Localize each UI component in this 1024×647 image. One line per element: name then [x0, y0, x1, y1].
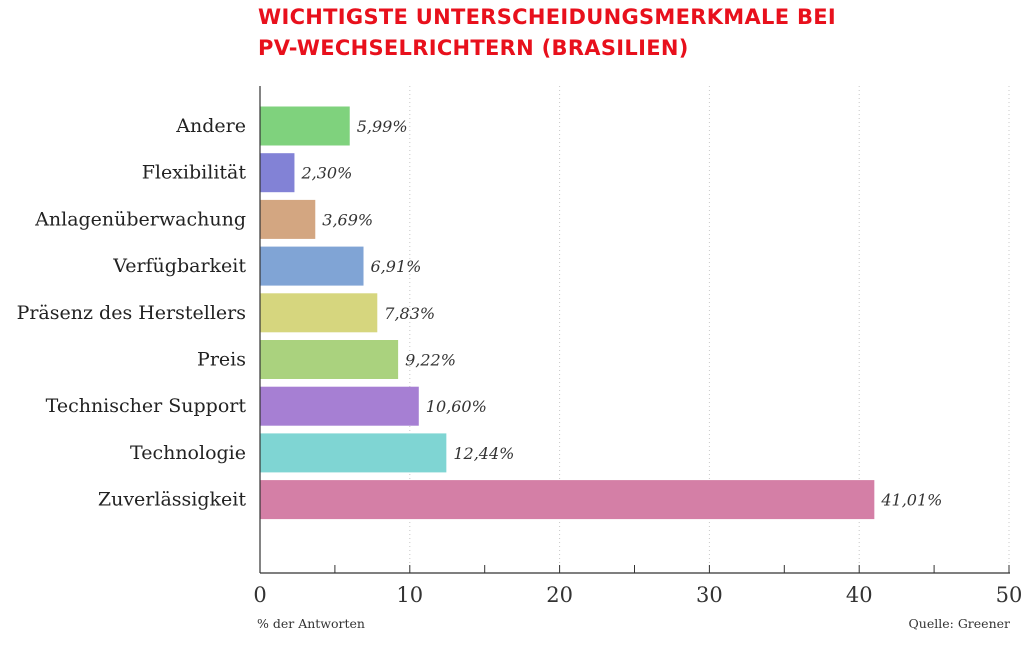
axes: 0 10 20 30 40 50: [253, 86, 1022, 607]
x-axis-label: % der Antworten: [257, 616, 365, 631]
x-tick-label: 20: [546, 583, 573, 607]
category-label: Andere: [175, 115, 246, 137]
value-label: 9,22%: [405, 351, 456, 370]
bar: [260, 386, 419, 426]
bar: [260, 480, 875, 520]
source-note: Quelle: Greener: [908, 616, 1010, 631]
category-label: Präsenz des Herstellers: [17, 302, 246, 324]
bar: [260, 106, 350, 146]
value-label: 2,30%: [300, 164, 352, 183]
value-label: 6,91%: [371, 257, 422, 276]
x-tick-label: 40: [846, 583, 873, 607]
category-label: Preis: [197, 349, 246, 371]
x-tick-label: 0: [253, 583, 266, 607]
category-label: Verfügbarkeit: [112, 255, 246, 277]
value-label: 3,69%: [322, 210, 373, 229]
bar: [260, 340, 399, 379]
chart-title: WICHTIGSTE UNTERSCHEIDUNGSMERKMALE BEI P…: [258, 2, 836, 64]
category-label: Anlagenüberwachung: [34, 208, 246, 230]
value-label: 7,83%: [384, 304, 435, 323]
bar: [260, 293, 378, 333]
x-tick-label: 10: [396, 583, 423, 607]
x-tick-label: 30: [696, 583, 723, 607]
bar: [260, 246, 364, 286]
chart-title-line-1: WICHTIGSTE UNTERSCHEIDUNGSMERKMALE BEI: [258, 5, 837, 29]
value-label: 10,60%: [426, 397, 487, 416]
category-label: Technischer Support: [46, 395, 247, 417]
bar: [260, 199, 316, 239]
bar: [260, 153, 295, 193]
category-label: Zuverlässigkeit: [98, 489, 246, 511]
bars: Andere 5,99% Flexibilität 2,30% Anlagenüberw…: [17, 106, 942, 520]
value-label: 12,44%: [453, 444, 514, 463]
value-label: 5,99%: [357, 117, 408, 136]
value-label: 41,01%: [880, 491, 942, 510]
x-tick-label: 50: [996, 583, 1023, 607]
chart-title-line-2: PV-WECHSELRICHTERN (BRASILIEN): [258, 36, 689, 60]
bar: [260, 433, 447, 473]
category-label: Technologie: [130, 442, 246, 464]
category-label: Flexibilität: [142, 162, 247, 184]
